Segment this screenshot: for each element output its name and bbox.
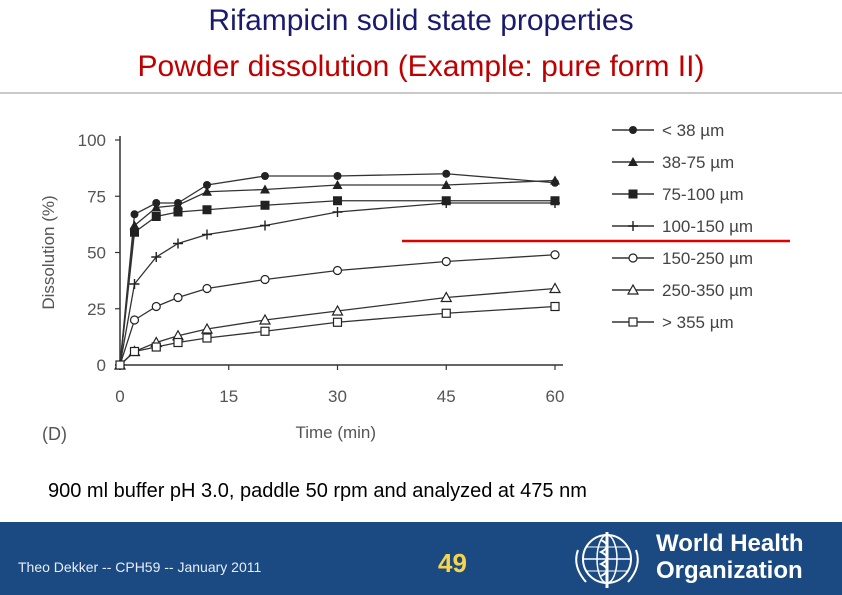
data-point-s2 xyxy=(550,175,560,185)
data-point-s4 xyxy=(260,220,270,231)
data-point-s2 xyxy=(202,186,212,196)
data-point-s4 xyxy=(332,207,343,217)
footer-bar: Theo Dekker -- CPH59 -- January 2011 49 … xyxy=(0,522,842,595)
data-point-s1 xyxy=(130,210,139,219)
x-tick-label: 45 xyxy=(437,387,456,406)
dissolution-chart: 0 25 50 75 100 0 15 30 45 60 Time (min) Dissolution… xyxy=(39,121,790,444)
data-point-s4 xyxy=(129,279,140,289)
footer-author: Theo Dekker -- CPH59 -- January 2011 xyxy=(18,559,262,575)
data-point-s7 xyxy=(332,317,343,327)
data-point-s4 xyxy=(202,229,212,240)
legend-label: > 355 µm xyxy=(662,313,734,332)
data-point-s5 xyxy=(202,283,212,294)
who-emblem-icon xyxy=(575,532,639,588)
data-point-s7 xyxy=(151,342,161,352)
legend-label: 150-250 µm xyxy=(662,249,753,268)
series-line-3 xyxy=(119,200,555,366)
data-point-s7 xyxy=(441,308,451,318)
legend-label: 250-350 µm xyxy=(662,281,753,300)
data-point-s6 xyxy=(548,282,562,294)
data-point-s1 xyxy=(203,181,211,189)
data-point-s3 xyxy=(130,227,139,237)
data-point-s5 xyxy=(151,301,161,312)
legend-label: 100-150 µm xyxy=(662,217,753,236)
data-point-s6 xyxy=(331,304,344,316)
data-point-s1 xyxy=(333,172,342,180)
data-point-s5 xyxy=(260,274,270,285)
who-wordmark-line2: Organization xyxy=(656,557,803,584)
data-point-s4 xyxy=(550,198,560,208)
data-point-s3 xyxy=(151,212,161,221)
y-tick-label: 50 xyxy=(87,244,106,263)
data-point-s1 xyxy=(261,172,269,180)
data-point-s5 xyxy=(129,315,140,325)
data-point-s3 xyxy=(333,196,342,206)
data-point-s4 xyxy=(441,198,452,208)
data-point-s7 xyxy=(260,326,270,336)
y-axis-label: Dissolution (%) xyxy=(39,195,58,309)
legend-label: 38-75 µm xyxy=(662,153,734,172)
who-wordmark: World Health Organization xyxy=(656,530,804,584)
x-tick-label: 60 xyxy=(546,387,565,406)
legend-marker xyxy=(628,157,638,166)
legend-marker xyxy=(628,221,638,231)
data-point-s4 xyxy=(173,238,183,249)
slide-subtitle: Powder dissolution (Example: pure form I… xyxy=(137,50,705,83)
data-point-s5 xyxy=(173,292,183,303)
data-point-s3 xyxy=(202,205,212,215)
data-point-s4 xyxy=(151,252,162,262)
page-number: 49 xyxy=(438,548,467,578)
data-point-s2 xyxy=(332,180,343,189)
data-point-s7 xyxy=(173,337,183,348)
legend-marker xyxy=(628,253,638,263)
y-tick-label: 100 xyxy=(78,131,106,150)
test-conditions-note: 900 ml buffer pH 3.0, paddle 50 rpm and … xyxy=(48,480,587,502)
data-point-s7 xyxy=(115,360,125,370)
data-point-s2 xyxy=(260,184,270,194)
legend-label: < 38 µm xyxy=(662,121,724,140)
data-point-s3 xyxy=(260,200,270,210)
data-point-s2 xyxy=(151,202,162,212)
data-point-s7 xyxy=(129,346,140,357)
data-point-s6 xyxy=(200,322,214,334)
x-axis-label: Time (min) xyxy=(295,423,376,442)
data-point-s1 xyxy=(442,169,451,178)
data-point-s7 xyxy=(550,301,560,312)
data-point-s7 xyxy=(202,333,212,343)
series-line-4 xyxy=(119,202,555,366)
panel-label: (D) xyxy=(42,424,67,444)
who-wordmark-line1: World Health xyxy=(656,530,804,557)
data-point-s2 xyxy=(129,220,140,230)
data-point-s5 xyxy=(441,256,451,267)
x-tick-label: 0 xyxy=(115,387,124,406)
data-point-s3 xyxy=(173,207,183,217)
y-tick-label: 25 xyxy=(87,300,106,319)
data-point-s2 xyxy=(173,200,183,210)
legend-marker xyxy=(628,317,638,327)
slide-title: Rifampicin solid state properties xyxy=(208,4,634,37)
data-point-s2 xyxy=(441,180,452,189)
x-tick-label: 15 xyxy=(219,387,238,406)
x-tick-label: 30 xyxy=(328,387,347,406)
y-tick-label: 75 xyxy=(87,187,106,206)
legend-marker xyxy=(626,283,640,295)
data-point-s6 xyxy=(440,291,453,303)
legend-marker xyxy=(629,126,637,134)
legend-marker xyxy=(628,189,638,199)
title-divider xyxy=(0,92,842,94)
y-tick-label: 0 xyxy=(97,356,106,375)
data-point-s5 xyxy=(332,265,343,276)
data-point-s5 xyxy=(550,250,560,260)
legend-label: 75-100 µm xyxy=(662,185,744,204)
data-point-s6 xyxy=(258,313,272,325)
